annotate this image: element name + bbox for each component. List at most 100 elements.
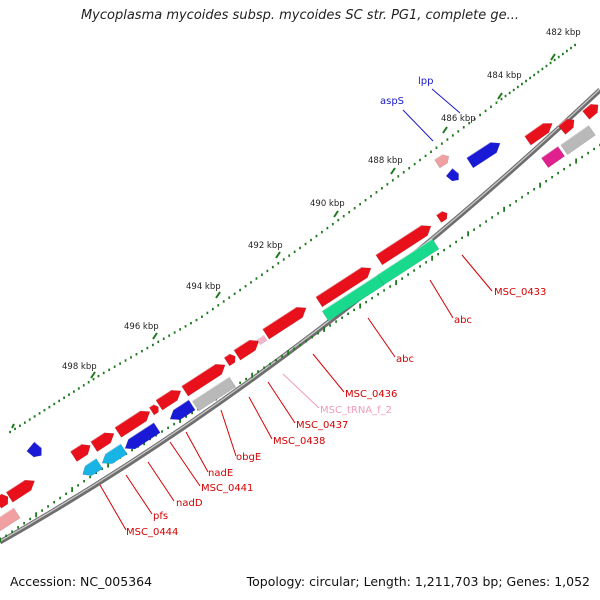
gene-label[interactable]: nadE bbox=[208, 468, 233, 479]
ruler-minor-tick bbox=[495, 101, 498, 104]
cds-arrow[interactable] bbox=[435, 210, 449, 223]
ruler-minor-tick bbox=[529, 76, 531, 80]
ruler-minor-tick bbox=[206, 311, 209, 315]
cds-arrow[interactable] bbox=[90, 428, 118, 452]
ruler-major-tick bbox=[442, 126, 448, 134]
cds-arrow[interactable] bbox=[26, 441, 45, 460]
ruler-minor-tick bbox=[331, 222, 334, 226]
inner-ruler-tick bbox=[353, 308, 355, 312]
gene-label[interactable]: MSC_0438 bbox=[273, 436, 325, 447]
cds-arrow[interactable] bbox=[524, 119, 556, 146]
cds-arrow[interactable] bbox=[79, 458, 104, 480]
cds-arrow[interactable] bbox=[557, 116, 577, 135]
ruler-minor-tick bbox=[549, 61, 552, 65]
feature-track[interactable] bbox=[0, 101, 600, 533]
gene-label[interactable]: MSC_0436 bbox=[345, 389, 397, 400]
cds-arrow[interactable] bbox=[540, 145, 566, 169]
inner-ruler-tick bbox=[17, 526, 19, 529]
cds-arrow[interactable] bbox=[223, 352, 238, 367]
ruler-minor-tick bbox=[102, 371, 105, 375]
cds-arrow[interactable] bbox=[466, 138, 504, 169]
gene-label[interactable]: aspS bbox=[380, 96, 404, 107]
gene-label[interactable]: MSC_0444 bbox=[126, 527, 178, 538]
cds-arrow[interactable] bbox=[166, 399, 196, 424]
gene-label[interactable]: MSC_0441 bbox=[201, 483, 253, 494]
cds-arrow[interactable] bbox=[155, 386, 184, 411]
inner-ruler-tick bbox=[365, 300, 367, 304]
inner-ruler-tick bbox=[41, 509, 43, 512]
ruler-minor-tick bbox=[157, 340, 160, 344]
ruler-minor-tick bbox=[87, 381, 90, 384]
gene-label[interactable]: MSC_0433 bbox=[494, 287, 546, 298]
inner-ruler-tick bbox=[59, 496, 61, 500]
cds-arrow[interactable] bbox=[581, 101, 600, 120]
cds-arrow[interactable] bbox=[5, 476, 38, 503]
inner-ruler-tick bbox=[239, 381, 241, 384]
ruler-minor-tick bbox=[228, 296, 231, 299]
cds-arrow[interactable] bbox=[560, 124, 596, 156]
ruler-minor-tick bbox=[82, 384, 85, 387]
gene-label-leader bbox=[402, 109, 434, 142]
gene-label[interactable]: abc bbox=[396, 354, 414, 365]
ruler-minor-tick bbox=[490, 105, 492, 109]
inner-ruler-tick bbox=[335, 320, 337, 323]
inner-ruler-tick bbox=[593, 147, 595, 151]
cds-arrow[interactable] bbox=[233, 336, 262, 361]
inner-ruler-tick bbox=[77, 484, 79, 487]
ruler-minor-tick bbox=[184, 325, 187, 328]
cds-arrow[interactable] bbox=[315, 263, 375, 308]
ruler-minor-tick bbox=[92, 377, 95, 381]
cds-arrow[interactable] bbox=[0, 492, 11, 509]
gene-label[interactable]: nadD bbox=[176, 498, 203, 509]
inner-ruler-tick bbox=[389, 285, 391, 288]
ruler-minor-tick bbox=[97, 374, 100, 378]
trna-feature[interactable] bbox=[256, 334, 268, 346]
cds-arrow[interactable] bbox=[445, 167, 462, 183]
ruler-minor-tick bbox=[348, 210, 351, 214]
gene-label-leader bbox=[431, 88, 461, 114]
cds-arrow[interactable] bbox=[433, 152, 451, 169]
cds-arrow[interactable] bbox=[69, 441, 93, 462]
gene-label[interactable]: lpp bbox=[418, 76, 433, 87]
ruler-minor-tick bbox=[190, 321, 192, 325]
gene-label[interactable]: abc bbox=[454, 315, 472, 326]
inner-ruler-tick bbox=[395, 280, 397, 286]
inner-ruler-tick bbox=[5, 534, 7, 537]
inner-ruler-tick bbox=[425, 261, 427, 264]
ruler-minor-tick bbox=[321, 230, 323, 234]
inner-ruler-tick bbox=[569, 163, 571, 167]
ruler-minor-tick bbox=[53, 402, 56, 406]
inner-ruler-tick bbox=[275, 358, 277, 362]
gene-label[interactable]: obgE bbox=[236, 452, 261, 463]
cds-arrow[interactable] bbox=[321, 274, 385, 322]
gene-label[interactable]: MSC_tRNA_f_2 bbox=[320, 405, 392, 416]
cds-arrow[interactable] bbox=[191, 376, 237, 412]
ruler-minor-tick bbox=[508, 91, 511, 95]
ruler-minor-tick bbox=[408, 166, 411, 170]
ruler-minor-tick bbox=[386, 183, 389, 186]
ruler-minor-tick bbox=[250, 281, 252, 284]
gene-label-leader bbox=[169, 441, 201, 487]
ruler-minor-tick bbox=[566, 49, 568, 53]
ruler-minor-tick bbox=[68, 393, 70, 396]
cds-arrow[interactable] bbox=[114, 407, 153, 438]
gene-label[interactable]: pfs bbox=[153, 511, 168, 522]
inner-ruler-tick bbox=[263, 366, 265, 369]
ruler-minor-tick bbox=[364, 199, 367, 202]
cds-arrow[interactable] bbox=[262, 303, 310, 340]
ruler-minor-tick bbox=[353, 206, 356, 210]
inner-ruler-tick bbox=[0, 537, 1, 543]
gene-label[interactable]: MSC_0437 bbox=[296, 420, 348, 431]
cds-arrow[interactable] bbox=[0, 507, 21, 533]
gene-label-leader bbox=[429, 279, 454, 319]
cds-arrow[interactable] bbox=[375, 221, 435, 266]
cds-arrow[interactable] bbox=[121, 422, 161, 454]
ruler-major-tick bbox=[152, 332, 158, 340]
cds-arrow[interactable] bbox=[181, 360, 229, 397]
gene-label-leader bbox=[185, 431, 209, 473]
inner-ruler-tick bbox=[185, 415, 187, 418]
cds-arrow[interactable] bbox=[98, 443, 128, 468]
cds-arrow[interactable] bbox=[148, 403, 161, 416]
inner-ruler-tick bbox=[533, 188, 535, 191]
